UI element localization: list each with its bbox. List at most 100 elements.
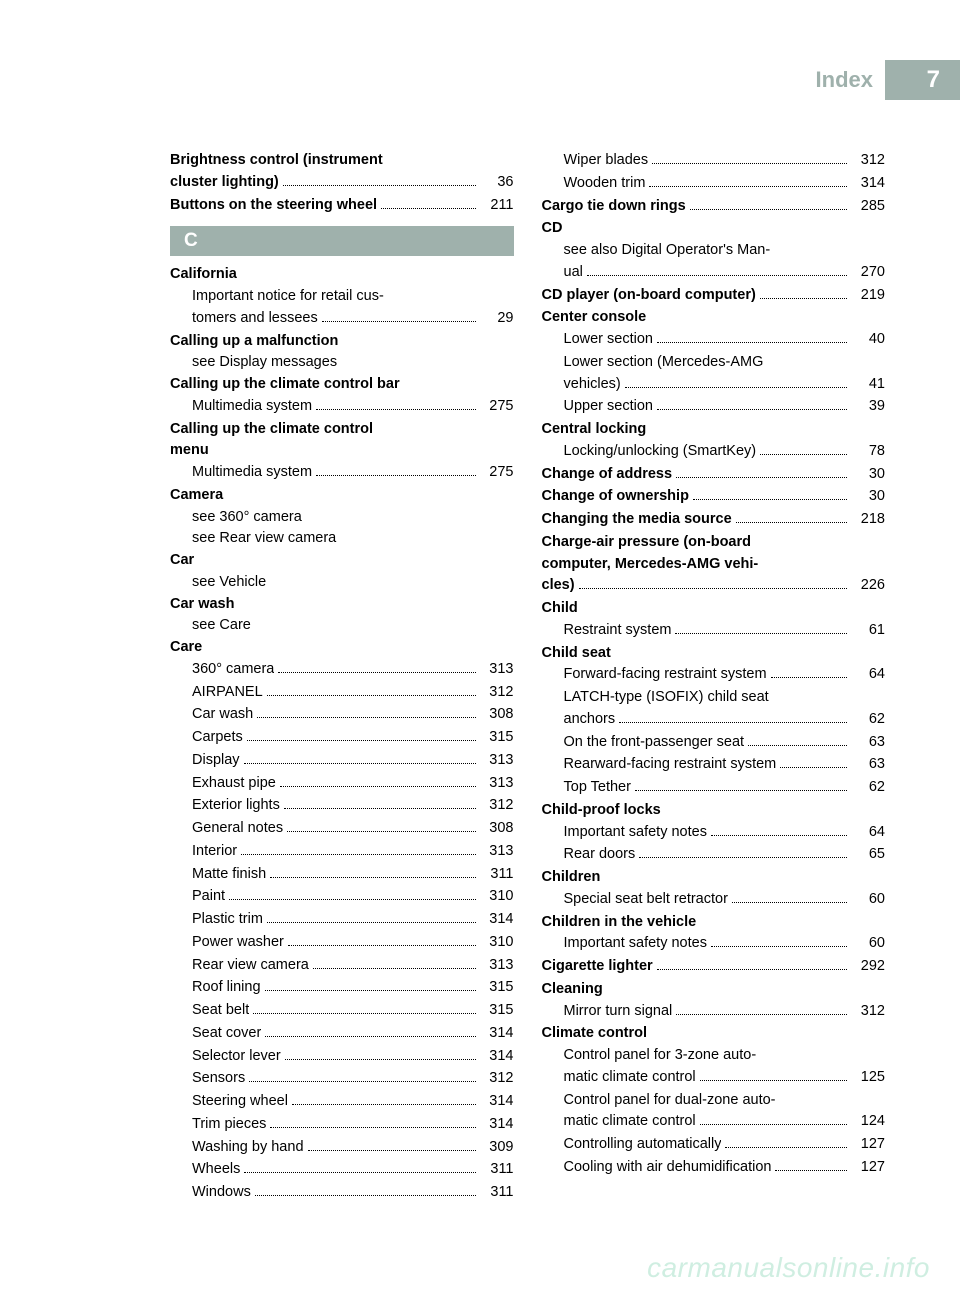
index-entry-label: Forward-facing restraint system	[542, 664, 767, 686]
index-entry-label: vehicles)	[542, 374, 621, 396]
index-entry-label: Rear doors	[542, 844, 636, 866]
index-page-ref: 314	[480, 909, 514, 931]
index-subentry: Power washer310	[170, 932, 514, 954]
index-page-ref: 65	[851, 844, 885, 866]
index-page-ref: 285	[851, 196, 885, 218]
index-entry-label: Washing by hand	[170, 1137, 304, 1159]
index-subentry: matic climate control125	[542, 1067, 886, 1089]
index-heading: Charge-air pressure (on-board	[542, 532, 886, 554]
index-subentry: Steering wheel314	[170, 1091, 514, 1113]
leader-dots	[639, 857, 847, 858]
leader-dots	[700, 1080, 847, 1081]
index-page-ref: 78	[851, 441, 885, 463]
leader-dots	[247, 740, 476, 741]
leader-dots	[257, 717, 475, 718]
index-page-ref: 314	[480, 1046, 514, 1068]
leader-dots	[381, 208, 475, 209]
index-subentry: Important notice for retail cus-	[170, 286, 514, 308]
index-entry-label: matic climate control	[542, 1111, 696, 1133]
leader-dots	[265, 990, 476, 991]
index-entry-label: Paint	[170, 886, 225, 908]
index-entry-label: Cooling with air dehumidification	[542, 1157, 772, 1179]
index-page-ref: 313	[480, 841, 514, 863]
index-heading: computer, Mercedes-AMG vehi-	[542, 554, 886, 576]
index-page-ref: 314	[480, 1091, 514, 1113]
leader-dots	[690, 209, 847, 210]
right-column: Wiper blades312Wooden trim314Cargo tie d…	[542, 150, 886, 1205]
leader-dots	[283, 185, 476, 186]
index-page-ref: 312	[480, 1068, 514, 1090]
leader-dots	[249, 1081, 475, 1082]
index-page-ref: 314	[480, 1023, 514, 1045]
index-subentry: see Display messages	[170, 352, 514, 374]
index-entry-label: Rear view camera	[170, 955, 309, 977]
index-heading: menu	[170, 440, 514, 462]
index-entry-label: Trim pieces	[170, 1114, 266, 1136]
index-entry-label: Roof lining	[170, 977, 261, 999]
index-entry-label: tomers and lessees	[170, 308, 318, 330]
leader-dots	[267, 922, 476, 923]
index-subentry: Multimedia system275	[170, 396, 514, 418]
index-subentry: Windows311	[170, 1182, 514, 1204]
index-entry: Buttons on the steering wheel211	[170, 195, 514, 217]
index-entry-label: Display	[170, 750, 240, 772]
index-heading: Car wash	[170, 594, 514, 616]
index-page-ref: 275	[480, 396, 514, 418]
section-letter: C	[170, 226, 514, 256]
index-subentry: see Care	[170, 615, 514, 637]
index-entry-label: Wooden trim	[542, 173, 646, 195]
index-heading: Center console	[542, 307, 886, 329]
leader-dots	[253, 1013, 475, 1014]
index-entry-label: Mirror turn signal	[542, 1001, 673, 1023]
leader-dots	[760, 298, 847, 299]
index-entry-label: Cargo tie down rings	[542, 196, 686, 218]
index-heading: Children in the vehicle	[542, 912, 886, 934]
leader-dots	[657, 409, 847, 410]
leader-dots	[241, 854, 475, 855]
leader-dots	[736, 522, 847, 523]
index-subentry: see Vehicle	[170, 572, 514, 594]
index-subentry: Controlling automatically127	[542, 1134, 886, 1156]
index-page-ref: 124	[851, 1111, 885, 1133]
leader-dots	[244, 1172, 475, 1173]
index-page-ref: 61	[851, 620, 885, 642]
index-subentry: see also Digital Operator's Man-	[542, 240, 886, 262]
index-page-ref: 292	[851, 956, 885, 978]
index-subentry: Trim pieces314	[170, 1114, 514, 1136]
leader-dots	[278, 672, 475, 673]
index-page-ref: 311	[480, 864, 514, 886]
index-entry-label: Change of address	[542, 464, 673, 486]
index-entry-label: Rearward-facing restraint system	[542, 754, 777, 776]
leader-dots	[675, 633, 847, 634]
index-page-ref: 310	[480, 886, 514, 908]
leader-dots	[693, 499, 847, 500]
index-subentry: Carpets315	[170, 727, 514, 749]
leader-dots	[657, 969, 847, 970]
index-subentry: Plastic trim314	[170, 909, 514, 931]
index-entry-label: cluster lighting)	[170, 172, 279, 194]
leader-dots	[313, 968, 476, 969]
index-entry-label: anchors	[542, 709, 616, 731]
index-entry-label: On the front-passenger seat	[542, 732, 745, 754]
index-entry-label: cles)	[542, 575, 575, 597]
leader-dots	[308, 1150, 476, 1151]
leader-dots	[270, 1127, 475, 1128]
index-subentry: Special seat belt retractor60	[542, 889, 886, 911]
index-heading: Calling up a malfunction	[170, 331, 514, 353]
index-entry-label: Changing the media source	[542, 509, 732, 531]
index-entry-label: Change of ownership	[542, 486, 689, 508]
index-entry-label: Car wash	[170, 704, 253, 726]
index-subentry: Upper section39	[542, 396, 886, 418]
index-subentry: Matte finish311	[170, 864, 514, 886]
index-page-ref: 270	[851, 262, 885, 284]
index-entry-label: Controlling automatically	[542, 1134, 722, 1156]
index-entry-label: Multimedia system	[170, 462, 312, 484]
index-page-ref: 314	[851, 173, 885, 195]
index-page-ref: 127	[851, 1157, 885, 1179]
leader-dots	[652, 163, 847, 164]
index-subentry: tomers and lessees29	[170, 308, 514, 330]
leader-dots	[657, 342, 847, 343]
index-subentry: matic climate control 124	[542, 1111, 886, 1133]
leader-dots	[711, 946, 847, 947]
index-subentry: Rear view camera313	[170, 955, 514, 977]
